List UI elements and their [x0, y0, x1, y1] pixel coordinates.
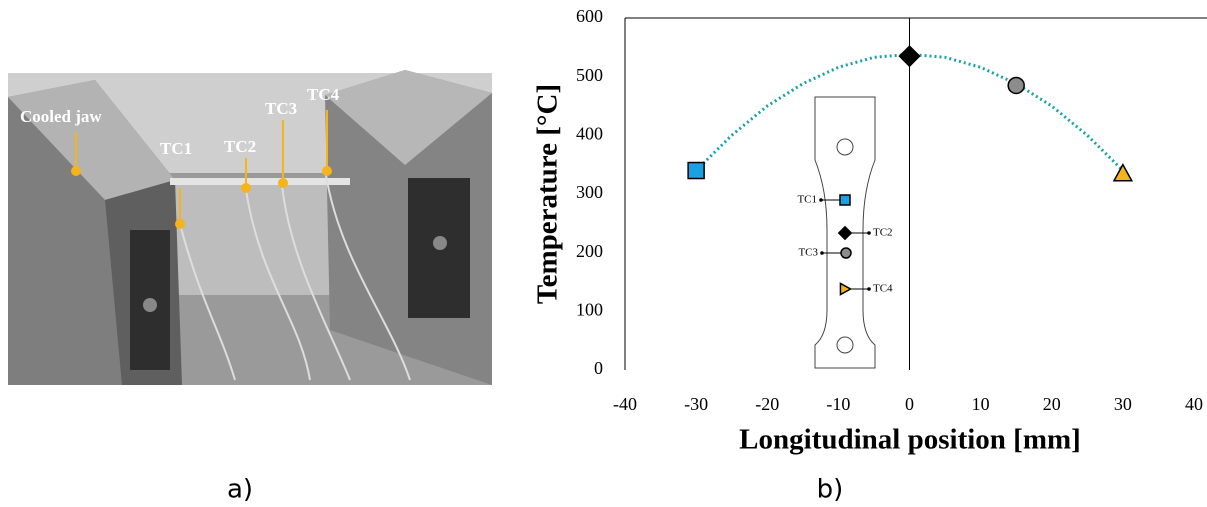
- x-tick-label: 0: [905, 394, 914, 414]
- photo-label: TC1: [160, 139, 192, 158]
- legend-label: TC2: [873, 227, 893, 239]
- legend-dot: [867, 231, 871, 235]
- caption: b): [817, 475, 844, 505]
- marker: [1008, 77, 1024, 93]
- y-tick-label: 500: [576, 65, 603, 85]
- y-tick-label: 0: [594, 358, 603, 378]
- x-tick-label: 40: [1185, 394, 1203, 414]
- y-axis-label: Temperature [°C]: [532, 84, 564, 304]
- y-tick-label: 100: [576, 299, 603, 319]
- y-tick-label: 200: [576, 241, 603, 261]
- photo-label: TC2: [224, 137, 256, 156]
- legend-label: TC4: [873, 283, 893, 295]
- legend-dot: [820, 251, 824, 255]
- photo: Cooled jaw TC1 TC2 TC3 TC4: [8, 70, 492, 385]
- y-tick-label: 400: [576, 123, 603, 143]
- marker: [900, 46, 920, 66]
- caption: a): [227, 475, 253, 505]
- x-tick-label: 10: [972, 394, 990, 414]
- legend-dot: [819, 198, 823, 202]
- marker: [1114, 165, 1132, 181]
- x-tick-label: -30: [684, 394, 708, 414]
- legend-marker: [840, 195, 850, 205]
- marker: [688, 163, 704, 179]
- x-axis-label: Longitudinal position [mm]: [739, 424, 1081, 456]
- x-tick-label: 20: [1043, 394, 1061, 414]
- hole: [837, 139, 853, 155]
- hole: [837, 337, 853, 353]
- y-tick-label: 300: [576, 182, 603, 202]
- x-tick-label: -10: [826, 394, 850, 414]
- x-tick-label: 30: [1114, 394, 1132, 414]
- figure: Cooled jaw TC1 TC2 TC3 TC4 a) b) Longitu…: [0, 0, 1207, 507]
- x-tick-label: -20: [755, 394, 779, 414]
- photo-label: Cooled jaw: [20, 107, 102, 126]
- x-tick-label: -40: [613, 394, 637, 414]
- photo-label: TC3: [265, 99, 297, 118]
- legend-label: TC3: [798, 247, 818, 259]
- legend-dot: [867, 287, 871, 291]
- page: Cooled jaw TC1 TC2 TC3 TC4 a) b) Longitu…: [0, 0, 1207, 507]
- legend-label: TC1: [797, 194, 817, 206]
- photo-label: TC4: [307, 85, 340, 104]
- legend-marker: [841, 248, 851, 258]
- y-tick-label: 600: [576, 6, 603, 26]
